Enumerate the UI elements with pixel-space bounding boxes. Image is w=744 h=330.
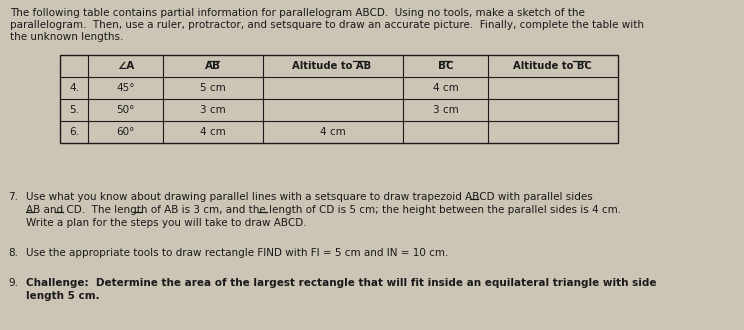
Text: 50°: 50° [116,105,135,115]
Text: BC: BC [437,61,453,71]
Text: parallelogram.  Then, use a ruler, protractor, and setsquare to draw an accurate: parallelogram. Then, use a ruler, protra… [10,20,644,30]
Bar [60,55,618,143]
Text: The following table contains partial information for parallelogram ABCD.  Using : The following table contains partial inf… [10,8,585,18]
Text: 45°: 45° [116,83,135,93]
Text: 60°: 60° [116,127,135,137]
Text: length 5 cm.: length 5 cm. [26,291,100,301]
Text: Altitude to AB: Altitude to AB [292,61,371,71]
Text: 7.: 7. [8,192,18,202]
Text: AB and CD.  The length of AB is 3 cm, and the length of CD is 5 cm; the height b: AB and CD. The length of AB is 3 cm, and… [26,205,621,215]
Text: AB: AB [205,61,221,71]
Text: 4 cm: 4 cm [432,83,458,93]
Text: 9.: 9. [8,278,18,288]
Text: 4.: 4. [69,83,79,93]
Text: 5 cm: 5 cm [200,83,226,93]
Text: 5.: 5. [69,105,79,115]
Text: 3 cm: 3 cm [432,105,458,115]
Text: 6.: 6. [69,127,79,137]
Text: Use what you know about drawing parallel lines with a setsquare to draw trapezoi: Use what you know about drawing parallel… [26,192,593,202]
Text: 4 cm: 4 cm [320,127,346,137]
Text: Challenge:  Determine the area of the largest rectangle that will fit inside an : Challenge: Determine the area of the lar… [26,278,656,288]
Text: 3 cm: 3 cm [200,105,226,115]
Text: the unknown lengths.: the unknown lengths. [10,32,124,42]
Text: Write a plan for the steps you will take to draw ABCD.: Write a plan for the steps you will take… [26,218,307,228]
Text: Use the appropriate tools to draw rectangle FIND with FI = 5 cm and IN = 10 cm.: Use the appropriate tools to draw rectan… [26,248,449,258]
Text: 4 cm: 4 cm [200,127,226,137]
Text: Altitude to BC: Altitude to BC [513,61,591,71]
Text: ∠A: ∠A [117,61,134,71]
Text: 8.: 8. [8,248,18,258]
